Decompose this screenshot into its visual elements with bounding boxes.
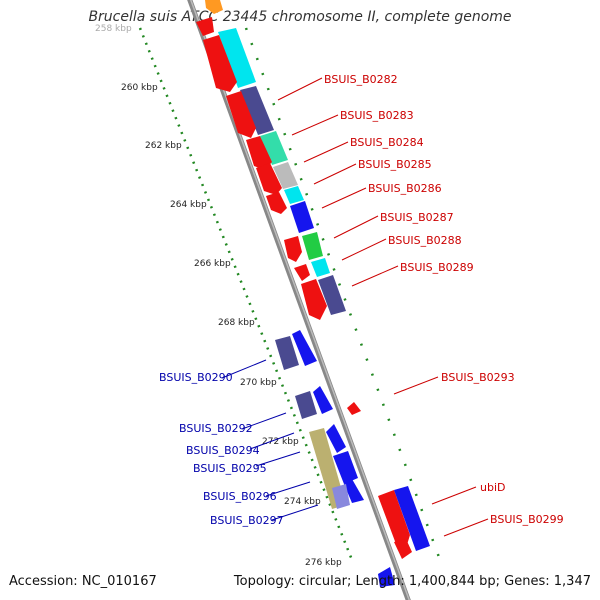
red-gene-4	[246, 136, 272, 170]
label-B0297: BSUIS_B0297	[210, 514, 284, 527]
rev-blue-5	[344, 479, 364, 503]
label-B0285: BSUIS_B0285	[358, 158, 432, 171]
ruler-tick-262: 262 kbp	[145, 141, 182, 151]
ruler-tick-268: 268 kbp	[218, 318, 255, 328]
red-gene-2	[203, 35, 237, 92]
accession-label: Accession: NC_010167	[9, 574, 157, 589]
red-gene-10	[347, 402, 361, 415]
label-B0293: BSUIS_B0293	[441, 371, 515, 384]
label-B0286: BSUIS_B0286	[368, 182, 442, 195]
label-ubiD: ubiD	[480, 481, 505, 494]
gene-cyan-3	[311, 258, 330, 277]
genome-stats: Topology: circular; Length: 1,400,844 bp…	[233, 574, 591, 589]
rev-blue-7	[378, 567, 395, 587]
label-B0290: BSUIS_B0290	[159, 371, 233, 384]
rev-slate-2	[295, 391, 317, 419]
ruler-tick-264: 264 kbp	[170, 200, 207, 210]
rev-blue-2	[313, 386, 333, 414]
ruler-tick-266: 266 kbp	[194, 259, 231, 269]
red-gene-6	[266, 192, 287, 214]
forward-red-genes	[196, 17, 412, 559]
label-B0284: BSUIS_B0284	[350, 136, 424, 149]
gene-slate-1	[240, 86, 274, 135]
label-B0299: BSUIS_B0299	[490, 513, 564, 526]
ruler-tick-260: 260 kbp	[121, 83, 158, 93]
right-gene-labels: BSUIS_B0282 BSUIS_B0283 BSUIS_B0284 BSUI…	[277, 73, 564, 537]
forward-genes	[205, 0, 346, 315]
label-B0296: BSUIS_B0296	[203, 490, 277, 503]
label-B0289: BSUIS_B0289	[400, 261, 474, 274]
ruler-labels: 258 kbp 260 kbp 262 kbp 264 kbp 266 kbp …	[95, 24, 342, 568]
red-gene-12	[394, 539, 412, 559]
gene-slate-2	[318, 275, 346, 315]
gene-cyan-2	[284, 186, 304, 204]
genome-backbone-highlight	[190, 0, 410, 600]
gene-cyan-1	[218, 28, 256, 88]
red-gene-11	[378, 490, 410, 548]
label-B0282: BSUIS_B0282	[324, 73, 398, 86]
red-gene-5	[256, 163, 282, 195]
label-B0288: BSUIS_B0288	[388, 234, 462, 247]
genome-backbone	[187, 0, 411, 600]
gene-grey	[273, 162, 298, 189]
ruler-tick-276: 276 kbp	[305, 558, 342, 568]
ruler-tick-270: 270 kbp	[240, 378, 277, 388]
gene-blue-1	[290, 201, 314, 233]
label-B0292: BSUIS_B0292	[179, 422, 253, 435]
ruler-tick-274: 274 kbp	[284, 497, 321, 507]
left-gene-labels: BSUIS_B0290 BSUIS_B0292 BSUIS_B0294 BSUI…	[159, 359, 319, 527]
red-gene-7	[284, 236, 302, 262]
rev-blue-1	[292, 330, 317, 366]
rev-slate-3	[332, 484, 350, 509]
ruler-tick-272: 272 kbp	[262, 437, 299, 447]
red-gene-3	[226, 91, 256, 138]
reverse-genes	[275, 330, 430, 587]
label-B0283: BSUIS_B0283	[340, 109, 414, 122]
rev-blue-6	[394, 486, 430, 551]
gene-mint	[260, 131, 288, 165]
red-gene-9	[301, 279, 327, 320]
red-gene-1	[196, 17, 214, 36]
rev-blue-3	[326, 424, 346, 453]
label-B0294: BSUIS_B0294	[186, 444, 260, 457]
rev-blue-4	[333, 451, 358, 484]
ruler-tick-258: 258 kbp	[95, 24, 132, 34]
red-gene-8	[294, 264, 310, 281]
gene-orange-top	[205, 0, 223, 14]
label-B0287: BSUIS_B0287	[380, 211, 454, 224]
gene-green	[302, 232, 323, 260]
label-B0295: BSUIS_B0295	[193, 462, 267, 475]
rev-slate-1	[275, 336, 299, 370]
